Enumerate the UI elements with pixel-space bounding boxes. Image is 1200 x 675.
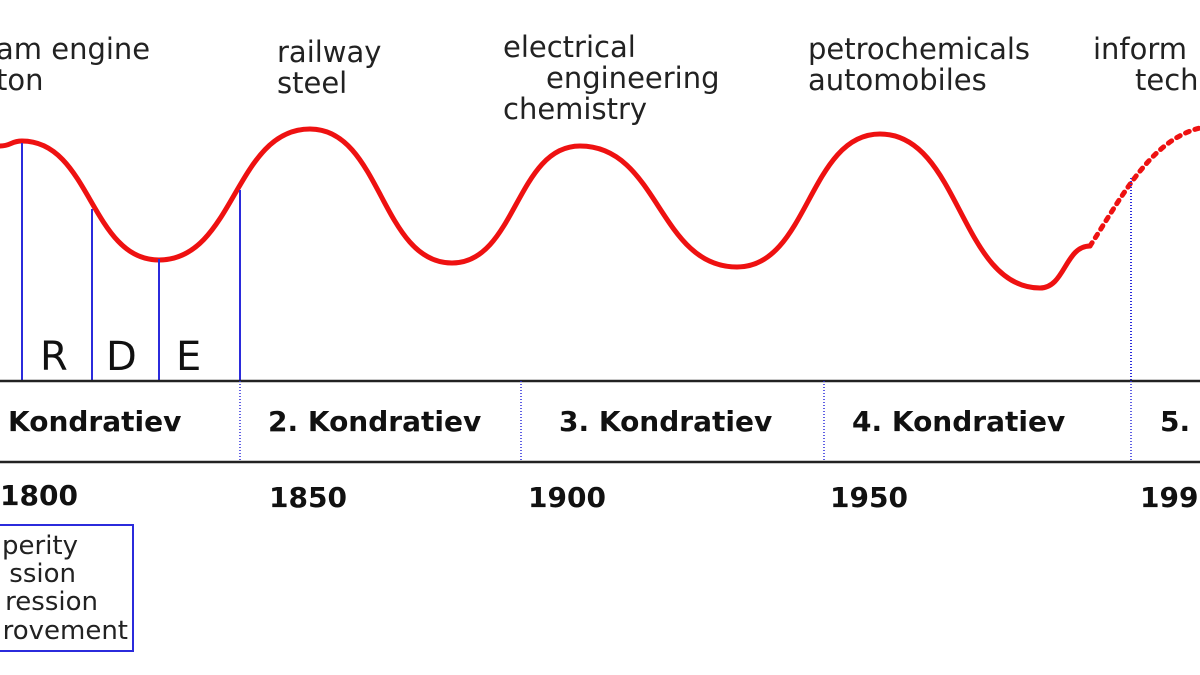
innovation-label-2: railway steel [277, 37, 381, 99]
forecast-wave-line [1087, 125, 1200, 249]
year-label-199: 199 [1140, 481, 1199, 514]
innovation-4-line-2: automobiles [808, 63, 987, 97]
legend-item-improvement: rovement [2, 616, 128, 646]
innovation-3-line-1: electrical [503, 30, 636, 64]
phase-letter-e: E [176, 334, 202, 380]
cycle-label-3: 3. Kondratiev [559, 405, 773, 438]
year-label-1900: 1900 [528, 481, 606, 514]
innovation-1-line-1: am engine [0, 32, 151, 66]
innovation-2-line-1: railway [277, 35, 382, 69]
innovation-3-line-2: engineering [546, 61, 720, 95]
phase-letter-d: D [106, 334, 137, 380]
cycle-label-2: 2. Kondratiev [268, 405, 482, 438]
innovation-label-1: am engine ton [0, 34, 150, 96]
legend-item-prosperity: perity [2, 531, 78, 561]
innovation-4-line-1: petrochemicals [808, 32, 1031, 66]
phase-letter-r: R [40, 334, 68, 380]
innovation-2-line-2: steel [277, 66, 348, 100]
cycle-label-4: 4. Kondratiev [852, 405, 1066, 438]
economic-wave-line [0, 126, 1093, 291]
phase-legend-box: perity ssion ression rovement [0, 524, 134, 652]
legend-item-depression: ression [5, 587, 98, 617]
innovation-3-line-3: chemistry [503, 92, 648, 126]
year-label-1950: 1950 [830, 481, 908, 514]
cycle-label-1: Kondratiev [8, 405, 182, 438]
cycle-label-5: 5. [1160, 405, 1191, 438]
innovation-1-line-2: ton [0, 63, 44, 97]
year-label-1800: 1800 [0, 479, 78, 512]
innovation-label-3: electrical engineering chemistry [503, 32, 720, 125]
year-label-1850: 1850 [269, 481, 347, 514]
innovation-5-line-1: inform [1093, 32, 1188, 66]
innovation-label-5: inform tech [1093, 34, 1199, 96]
innovation-5-line-2: tech [1135, 63, 1199, 97]
legend-item-recession: ssion [9, 559, 76, 589]
innovation-label-4: petrochemicals automobiles [808, 34, 1030, 96]
